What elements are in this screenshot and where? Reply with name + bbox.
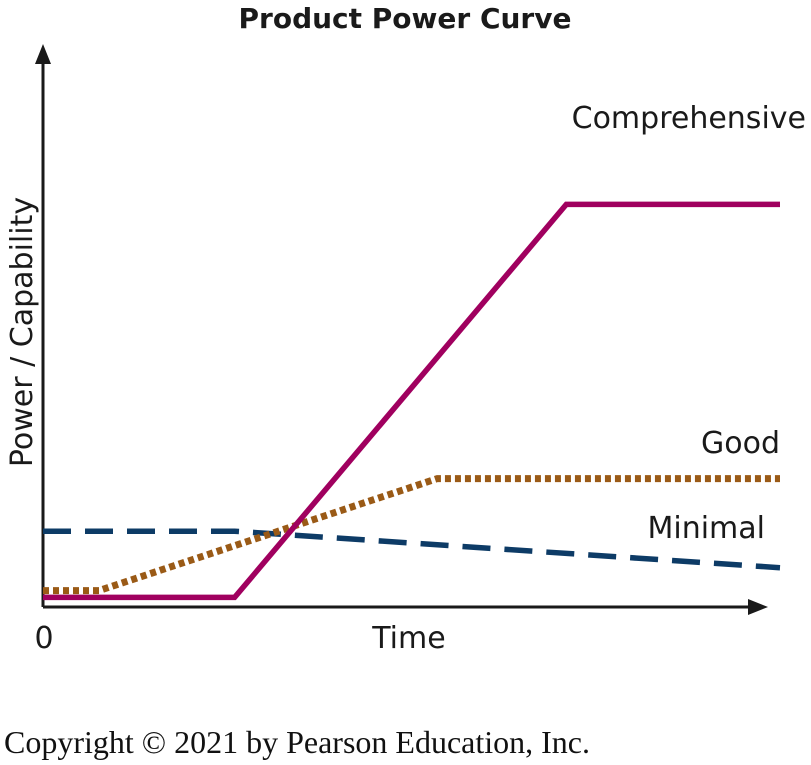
x-axis-arrow [748,599,768,615]
chart-title: Product Power Curve [239,2,572,35]
series-line-comprehensive [43,201,780,601]
copyright-notice: Copyright © 2021 by Pearson Education, I… [4,724,590,760]
x-tick-label-origin: 0 [34,621,53,656]
series-line-good [43,475,780,595]
y-axis-arrow [35,44,51,64]
x-axis-label: Time [371,621,445,656]
series-line-minimal [43,528,781,571]
y-axis-label: Power / Capability [5,197,40,467]
axes [35,44,768,615]
series-label-minimal: Minimal [647,511,765,546]
series-label-good: Good [701,426,780,461]
series-layer [43,201,781,601]
series-label-comprehensive: Comprehensive [572,101,806,136]
